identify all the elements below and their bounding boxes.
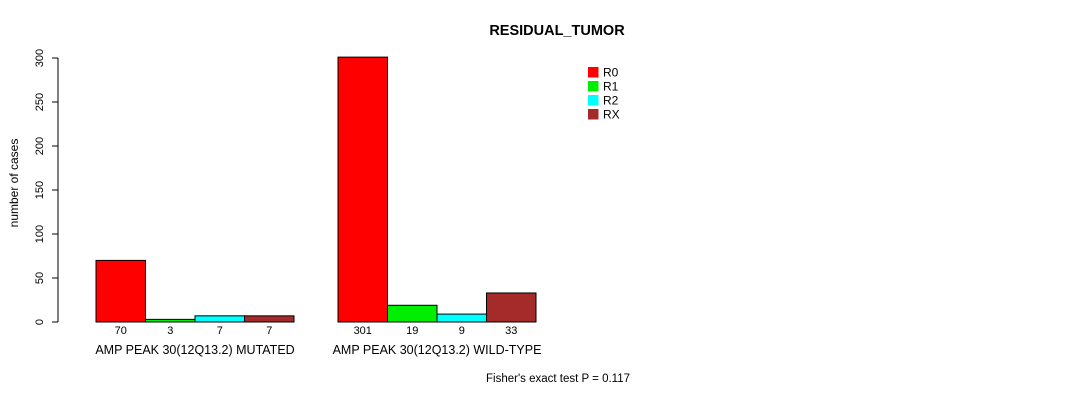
legend-swatch-R2	[588, 95, 599, 106]
bar-value-label: 7	[266, 325, 272, 337]
bar-R2-1	[436, 313, 487, 323]
legend-swatch-R1	[588, 81, 599, 92]
legend-swatch-R0	[588, 67, 599, 78]
y-axis-title: number of cases	[7, 139, 21, 228]
bar-R0-0	[95, 259, 146, 323]
fisher-test-annotation: Fisher's exact test P = 0.117	[486, 373, 630, 385]
category-label-1: AMP PEAK 30(12Q13.2) WILD-TYPE	[333, 343, 542, 357]
bar-value-label: 9	[459, 325, 465, 337]
legend-label-R0: R0	[603, 66, 619, 80]
legend-label-R1: R1	[603, 80, 619, 94]
bar-value-label: 19	[406, 325, 418, 337]
bars-group	[95, 56, 537, 323]
legend-label-R2: R2	[603, 94, 619, 108]
bar-R0-1	[337, 56, 388, 323]
chart-title: RESIDUAL_TUMOR	[489, 23, 625, 39]
bar-value-label: 33	[505, 325, 517, 337]
y-tick-label: 250	[34, 93, 46, 111]
category-label-0: AMP PEAK 30(12Q13.2) MUTATED	[95, 343, 294, 357]
bar-RX-0	[244, 315, 295, 323]
y-tick-label: 150	[34, 181, 46, 199]
y-tick-label: 100	[34, 225, 46, 243]
bar-value-labels: 70 3 7 7 301 19 9 33	[115, 325, 518, 337]
bar-R2-0	[194, 315, 245, 323]
bar-value-label: 3	[167, 325, 173, 337]
y-tick-label: 0	[34, 319, 46, 325]
y-tick-label: 200	[34, 137, 46, 155]
y-tick-label: 300	[34, 49, 46, 67]
bar-R1-0	[145, 318, 196, 323]
y-tick-label: 50	[34, 272, 46, 284]
bar-value-label: 70	[115, 325, 127, 337]
bar-RX-1	[486, 292, 537, 323]
legend-swatch-RX	[588, 109, 599, 120]
bar-R1-1	[387, 304, 438, 323]
bar-value-label: 301	[354, 325, 372, 337]
legend-label-RX: RX	[603, 108, 620, 122]
category-labels: AMP PEAK 30(12Q13.2) MUTATED AMP PEAK 30(…	[95, 343, 541, 357]
bar-value-label: 7	[217, 325, 223, 337]
y-axis: 0 50 100 150 200 250 300	[34, 49, 59, 325]
